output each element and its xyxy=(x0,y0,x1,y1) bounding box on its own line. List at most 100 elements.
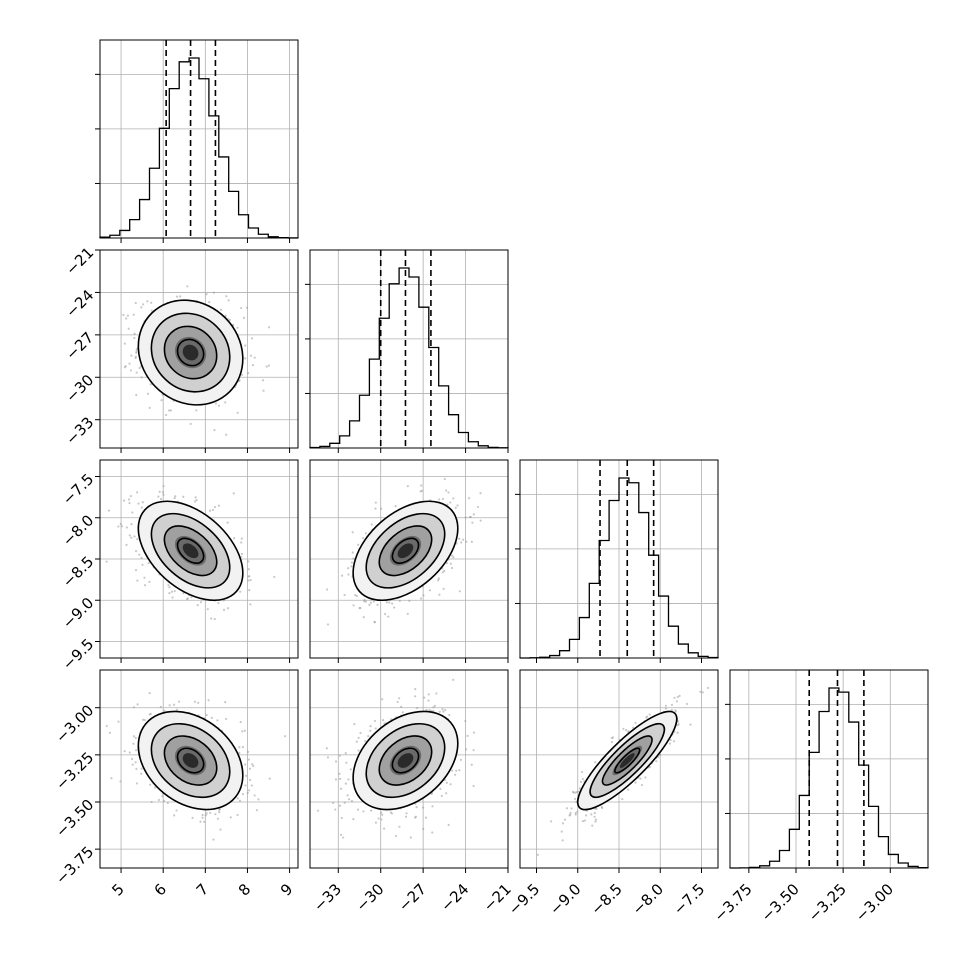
panel-frame xyxy=(519,669,719,869)
sample-point xyxy=(128,362,131,365)
sample-point xyxy=(157,495,160,498)
sample-point xyxy=(224,314,227,317)
sample-point xyxy=(162,799,166,802)
y-tick-label: −8.0 xyxy=(59,511,97,549)
y-tick-label: −9.0 xyxy=(59,594,97,632)
sample-point xyxy=(140,376,143,379)
sample-point xyxy=(239,720,242,724)
sample-point xyxy=(242,316,246,319)
sample-point xyxy=(594,818,598,821)
sample-point xyxy=(380,811,383,814)
sample-point xyxy=(364,600,367,603)
sample-point xyxy=(672,740,676,743)
contour-3 xyxy=(352,500,459,602)
sample-point xyxy=(369,729,372,732)
sample-point xyxy=(476,505,480,509)
sample-point xyxy=(648,765,651,769)
sample-point xyxy=(453,773,457,776)
sample-point xyxy=(452,556,455,559)
sample-point xyxy=(479,519,482,522)
panel-2-0: −9.5−9.0−8.5 −8.0−7.5 xyxy=(59,459,299,674)
sample-point xyxy=(578,787,581,790)
sample-point xyxy=(253,794,256,797)
sample-point xyxy=(438,710,441,713)
y-tick-label: −3.50 xyxy=(52,796,97,841)
sample-point xyxy=(171,596,174,599)
sample-point xyxy=(440,794,443,798)
sample-point xyxy=(205,292,208,296)
sample-point xyxy=(226,607,230,610)
sample-point xyxy=(249,578,252,582)
sample-point xyxy=(130,757,134,761)
sample-point xyxy=(134,355,137,358)
sample-point xyxy=(229,816,232,819)
sample-point xyxy=(205,713,208,717)
sample-point xyxy=(359,606,362,610)
histogram-2 xyxy=(519,477,719,659)
sample-point xyxy=(172,703,176,706)
sample-point xyxy=(140,772,143,775)
density-2-1 xyxy=(325,477,482,626)
sample-point xyxy=(377,817,380,820)
sample-point xyxy=(195,499,198,502)
sample-point xyxy=(159,497,163,501)
sample-point xyxy=(125,543,128,546)
sample-point xyxy=(169,409,173,412)
sample-point xyxy=(201,816,204,819)
sample-point xyxy=(445,781,448,784)
sample-point xyxy=(373,620,376,623)
sample-point xyxy=(133,332,136,335)
sample-point xyxy=(468,515,472,519)
sample-point xyxy=(134,301,137,305)
sample-point xyxy=(131,763,134,766)
sample-point xyxy=(634,781,637,784)
density-3-0 xyxy=(105,692,287,841)
sample-point xyxy=(460,541,463,544)
sample-point xyxy=(199,601,203,604)
sample-point xyxy=(268,777,271,780)
sample-point xyxy=(119,522,122,526)
sample-point xyxy=(343,593,346,597)
sample-point xyxy=(136,538,139,541)
sample-point xyxy=(670,709,674,712)
sample-point xyxy=(273,575,276,579)
sample-point xyxy=(472,513,475,516)
sample-point xyxy=(149,712,152,715)
sample-point xyxy=(655,760,658,763)
sample-point xyxy=(249,778,252,782)
sample-point xyxy=(449,501,452,504)
sample-point xyxy=(381,813,384,816)
sample-point xyxy=(350,800,354,803)
panel-2-1 xyxy=(309,459,509,663)
sample-point xyxy=(669,739,672,742)
sample-point xyxy=(472,731,476,734)
sample-point xyxy=(670,703,674,706)
panel-frame xyxy=(519,459,719,659)
sample-point xyxy=(133,535,136,538)
sample-point xyxy=(247,372,250,375)
sample-point xyxy=(419,597,423,600)
panel-0-0 xyxy=(95,39,299,243)
sample-point xyxy=(364,740,367,743)
density-3-2 xyxy=(536,686,710,856)
sample-point xyxy=(168,704,171,707)
sample-point xyxy=(574,812,577,815)
sample-point xyxy=(325,588,329,591)
sample-point xyxy=(432,706,435,709)
sample-point xyxy=(236,797,239,800)
sample-point xyxy=(217,504,221,507)
sample-point xyxy=(250,337,254,340)
sample-point xyxy=(123,750,126,753)
sample-point xyxy=(707,686,710,690)
sample-point xyxy=(161,795,164,798)
sample-point xyxy=(162,484,165,488)
sample-point xyxy=(362,616,365,619)
sample-point xyxy=(213,505,217,509)
sample-point xyxy=(561,839,564,842)
sample-point xyxy=(213,617,216,621)
sample-point xyxy=(326,623,330,626)
sample-point xyxy=(219,828,222,831)
sample-point xyxy=(391,602,394,605)
sample-point xyxy=(206,608,209,611)
sample-point xyxy=(640,783,644,787)
